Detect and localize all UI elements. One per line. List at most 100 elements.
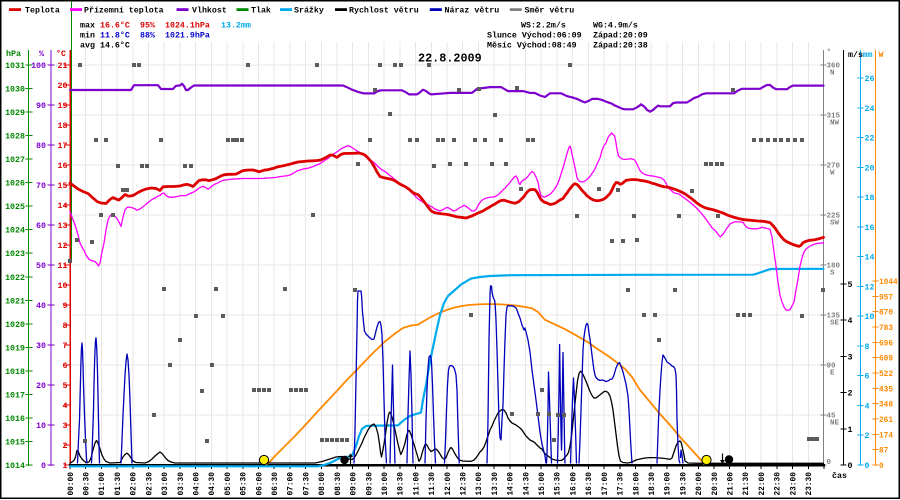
svg-text:07:30: 07:30 <box>303 472 311 496</box>
svg-text:°C: °C <box>56 50 66 59</box>
svg-text:07:00: 07:00 <box>288 472 296 496</box>
svg-text:15:00: 15:00 <box>539 472 547 496</box>
svg-text:609: 609 <box>879 356 893 364</box>
svg-text:10:30: 10:30 <box>398 472 406 496</box>
svg-text:60: 60 <box>36 222 46 231</box>
svg-text:1026: 1026 <box>5 180 25 189</box>
svg-text:03:00: 03:00 <box>162 472 170 496</box>
svg-text:24: 24 <box>865 105 875 114</box>
svg-text:80: 80 <box>36 142 46 151</box>
svg-text:06:30: 06:30 <box>272 472 280 496</box>
svg-text:16.6°C: 16.6°C <box>100 22 130 31</box>
svg-text:14: 14 <box>865 254 875 263</box>
svg-text:1024.1hPa: 1024.1hPa <box>165 21 210 31</box>
svg-text:08:00: 08:00 <box>319 472 327 496</box>
svg-text:360: 360 <box>827 63 841 71</box>
svg-text:Západ:20:09: Západ:20:09 <box>593 31 648 41</box>
svg-text:11:00: 11:00 <box>413 472 421 496</box>
svg-text:315: 315 <box>827 113 841 121</box>
svg-text:16: 16 <box>58 162 68 171</box>
svg-text:00:30: 00:30 <box>84 472 92 496</box>
svg-text:40: 40 <box>36 302 46 311</box>
svg-text:225: 225 <box>827 213 841 221</box>
svg-text:13:30: 13:30 <box>492 472 500 496</box>
svg-text:12:30: 12:30 <box>461 472 469 496</box>
svg-text:0: 0 <box>865 462 870 471</box>
svg-text:02:00: 02:00 <box>131 472 139 496</box>
svg-text:180: 180 <box>827 263 841 271</box>
svg-text:1021: 1021 <box>5 297 25 306</box>
svg-text:0: 0 <box>848 462 853 471</box>
svg-text:261: 261 <box>879 417 893 425</box>
svg-text:Rychlost větru: Rychlost větru <box>349 6 419 16</box>
svg-text:11:30: 11:30 <box>429 472 437 496</box>
svg-text:14: 14 <box>58 202 68 211</box>
svg-text:Vlhkost: Vlhkost <box>192 6 227 16</box>
svg-text:1029: 1029 <box>5 109 25 118</box>
svg-text:11: 11 <box>58 262 68 271</box>
svg-text:04:00: 04:00 <box>193 472 201 496</box>
svg-text:18:30: 18:30 <box>649 472 657 496</box>
svg-text:05:30: 05:30 <box>241 472 249 496</box>
svg-text:SE: SE <box>830 320 840 328</box>
svg-text:14.6°C: 14.6°C <box>100 42 130 51</box>
svg-text:19: 19 <box>58 102 68 111</box>
svg-text:09:00: 09:00 <box>351 472 359 496</box>
svg-text:2: 2 <box>63 442 68 451</box>
svg-text:06:00: 06:00 <box>256 472 264 496</box>
svg-text:max: max <box>80 22 95 31</box>
svg-text:10: 10 <box>58 282 68 291</box>
svg-text:13:00: 13:00 <box>476 472 484 496</box>
svg-text:12:00: 12:00 <box>445 472 453 496</box>
svg-text:01:30: 01:30 <box>115 472 123 496</box>
svg-text:3: 3 <box>63 422 68 431</box>
svg-text:4: 4 <box>865 402 870 411</box>
svg-text:435: 435 <box>879 386 893 394</box>
svg-text:88%: 88% <box>140 32 155 41</box>
svg-text:SW: SW <box>830 220 840 228</box>
svg-text:2: 2 <box>865 432 870 441</box>
svg-text:10: 10 <box>36 422 46 431</box>
svg-text:1: 1 <box>63 462 68 471</box>
svg-text:1023: 1023 <box>5 250 25 259</box>
svg-text:12: 12 <box>58 242 68 251</box>
svg-text:6: 6 <box>865 373 870 382</box>
svg-text:1024: 1024 <box>5 227 25 236</box>
svg-text:522: 522 <box>879 371 893 379</box>
svg-text:W: W <box>830 170 835 178</box>
svg-text:Měsíc Východ:08:49: Měsíc Východ:08:49 <box>487 41 577 51</box>
svg-text:03:30: 03:30 <box>178 472 186 496</box>
svg-text:N: N <box>830 70 835 78</box>
svg-text:957: 957 <box>879 294 893 302</box>
svg-text:26: 26 <box>865 75 875 84</box>
svg-text:min: min <box>80 31 95 41</box>
svg-text:783: 783 <box>879 325 893 333</box>
svg-text:1021.9hPa: 1021.9hPa <box>165 31 210 41</box>
svg-text:13: 13 <box>58 222 68 231</box>
svg-text:9: 9 <box>63 302 68 311</box>
svg-text:Náraz větru: Náraz větru <box>445 6 500 16</box>
svg-text:4: 4 <box>63 402 68 411</box>
svg-text:17:00: 17:00 <box>602 472 610 496</box>
svg-text:19:30: 19:30 <box>680 472 688 496</box>
svg-text:20: 20 <box>36 382 46 391</box>
svg-text:Teplota: Teplota <box>25 6 60 16</box>
svg-text:1030: 1030 <box>5 86 25 95</box>
svg-text:Slunce Východ:06:09: Slunce Východ:06:09 <box>487 31 582 41</box>
svg-text:1: 1 <box>848 426 853 435</box>
svg-text:8: 8 <box>865 343 870 352</box>
svg-text:00:00: 00:00 <box>68 472 76 496</box>
svg-text:1025: 1025 <box>5 203 25 212</box>
svg-text:4: 4 <box>848 317 853 326</box>
svg-text:NE: NE <box>830 420 840 428</box>
svg-text:22.8.2009: 22.8.2009 <box>418 52 482 66</box>
svg-text:°: ° <box>827 48 832 57</box>
svg-text:20: 20 <box>58 82 68 91</box>
svg-text:čas: čas <box>832 471 847 481</box>
svg-text:1017: 1017 <box>5 391 25 400</box>
svg-text:Tlak: Tlak <box>251 6 271 16</box>
svg-text:E: E <box>830 370 835 378</box>
svg-text:1027: 1027 <box>5 156 25 165</box>
svg-text:21: 21 <box>58 62 68 71</box>
svg-text:WG:4.9m/s: WG:4.9m/s <box>593 21 638 31</box>
